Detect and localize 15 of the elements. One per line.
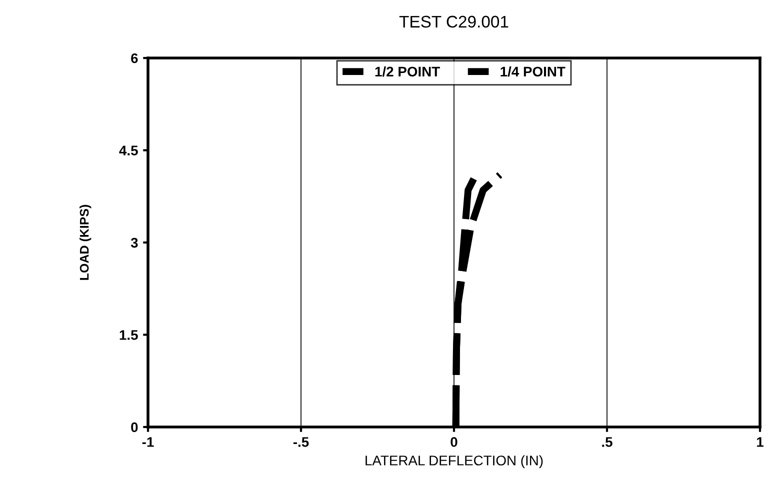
legend-label: 1/4 POINT [500,66,566,77]
x-tick-label: -.5 [293,437,309,447]
x-tick-label: .5 [602,437,612,447]
y-tick-label: 4.5 [119,146,138,156]
x-tick-label: 0 [450,437,458,447]
x-tick-label: -1 [142,437,154,447]
chart-title: TEST C29.001 [399,16,508,28]
y-tick-label: 3 [130,238,138,248]
y-axis-title: LOAD (KIPS) [80,204,92,280]
y-tick-label: 6 [131,53,138,64]
legend-label: 1/2 POINT [375,66,440,77]
y-tick-label: 0 [131,422,138,432]
x-tick-label: 1 [757,437,764,447]
y-tick-label: 1.5 [120,330,138,340]
x-axis-title: LATERAL DEFLECTION (IN) [366,455,543,468]
